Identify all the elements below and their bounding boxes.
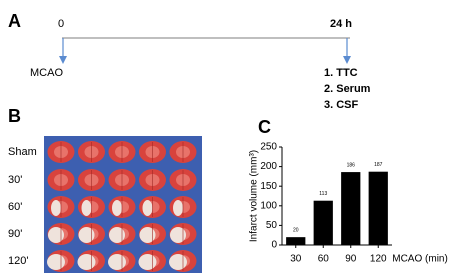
start-label: MCAO (30, 67, 63, 79)
value-label: 20 (293, 227, 299, 233)
infarct (138, 254, 157, 270)
infarct (51, 200, 61, 216)
outcome: 3. CSF (324, 99, 359, 111)
y-tick-label: 150 (260, 181, 277, 192)
outcome: 1. TTC (324, 67, 358, 79)
value-label: 113 (319, 191, 327, 197)
arrow-head (343, 56, 351, 64)
arrow-head (59, 56, 67, 64)
y-axis-label: Infarct volume (mm³) (249, 150, 260, 242)
x-tick-label: 60 (318, 254, 330, 265)
bar (286, 237, 306, 245)
row-label: 30' (8, 174, 22, 186)
infarct (47, 254, 65, 270)
y-tick-label: 250 (260, 142, 277, 153)
value-label: 186 (347, 162, 356, 168)
x-axis-label: MCAO (min) (392, 254, 448, 265)
infarct (108, 254, 126, 270)
row-label: 90' (8, 228, 22, 240)
x-tick-label: 120 (370, 254, 387, 265)
infarct (81, 200, 92, 216)
infarct (142, 200, 153, 216)
y-tick-label: 200 (260, 161, 277, 172)
infarct (78, 227, 95, 243)
bar (341, 172, 361, 245)
infarct (112, 200, 122, 216)
brain-photos (47, 141, 197, 272)
x-tick-label: 90 (345, 254, 357, 265)
infarct (139, 227, 156, 243)
time-start: 0 (58, 18, 64, 30)
infarct (77, 254, 96, 270)
panel-letter: B (8, 106, 21, 126)
time-end: 24 h (330, 18, 352, 30)
y-tick-label: 100 (260, 200, 277, 211)
row-label: 60' (8, 201, 22, 213)
bar (313, 200, 333, 245)
infarct (173, 200, 183, 216)
panel-letter: C (258, 117, 271, 137)
bar (368, 171, 388, 245)
y-tick-label: 0 (271, 240, 277, 251)
infarct (48, 227, 64, 243)
panel-letter: A (8, 11, 21, 31)
infarct (170, 227, 186, 243)
y-tick-label: 50 (266, 220, 278, 231)
value-label: 187 (374, 162, 383, 168)
infarct (109, 227, 125, 243)
row-label: Sham (8, 146, 37, 158)
x-tick-label: 30 (290, 254, 302, 265)
row-label: 120' (8, 255, 28, 267)
outcome: 2. Serum (324, 83, 371, 95)
infarct (169, 254, 187, 270)
